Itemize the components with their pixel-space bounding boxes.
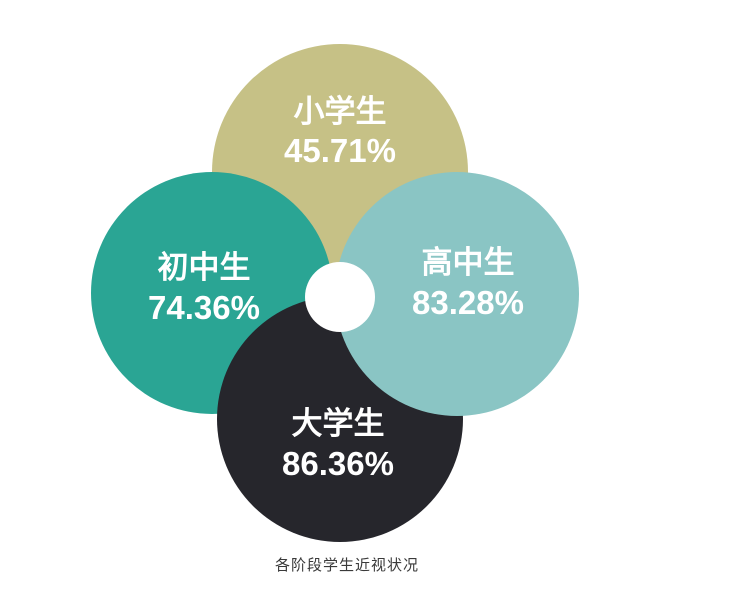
label-junior-high: 初中生 74.36% bbox=[148, 248, 260, 328]
center-hole bbox=[305, 262, 375, 332]
bubble-value-label: 45.71% bbox=[284, 132, 396, 169]
bubble-category-label: 小学生 bbox=[293, 94, 387, 129]
bubble-category-label: 大学生 bbox=[291, 406, 385, 441]
bubble-value-label: 74.36% bbox=[148, 289, 260, 326]
bubble-category-label: 初中生 bbox=[157, 250, 251, 285]
label-senior-high: 高中生 83.28% bbox=[412, 243, 524, 323]
label-college: 大学生 86.36% bbox=[282, 404, 394, 484]
bubble-value-label: 86.36% bbox=[282, 445, 394, 482]
label-primary-school: 小学生 45.71% bbox=[284, 92, 396, 170]
bubble-value-label: 83.28% bbox=[412, 284, 524, 321]
chart-title: 各阶段学生近视状况 bbox=[274, 557, 420, 574]
bubble-senior-high bbox=[335, 172, 579, 416]
bubble-category-label: 高中生 bbox=[421, 245, 515, 280]
